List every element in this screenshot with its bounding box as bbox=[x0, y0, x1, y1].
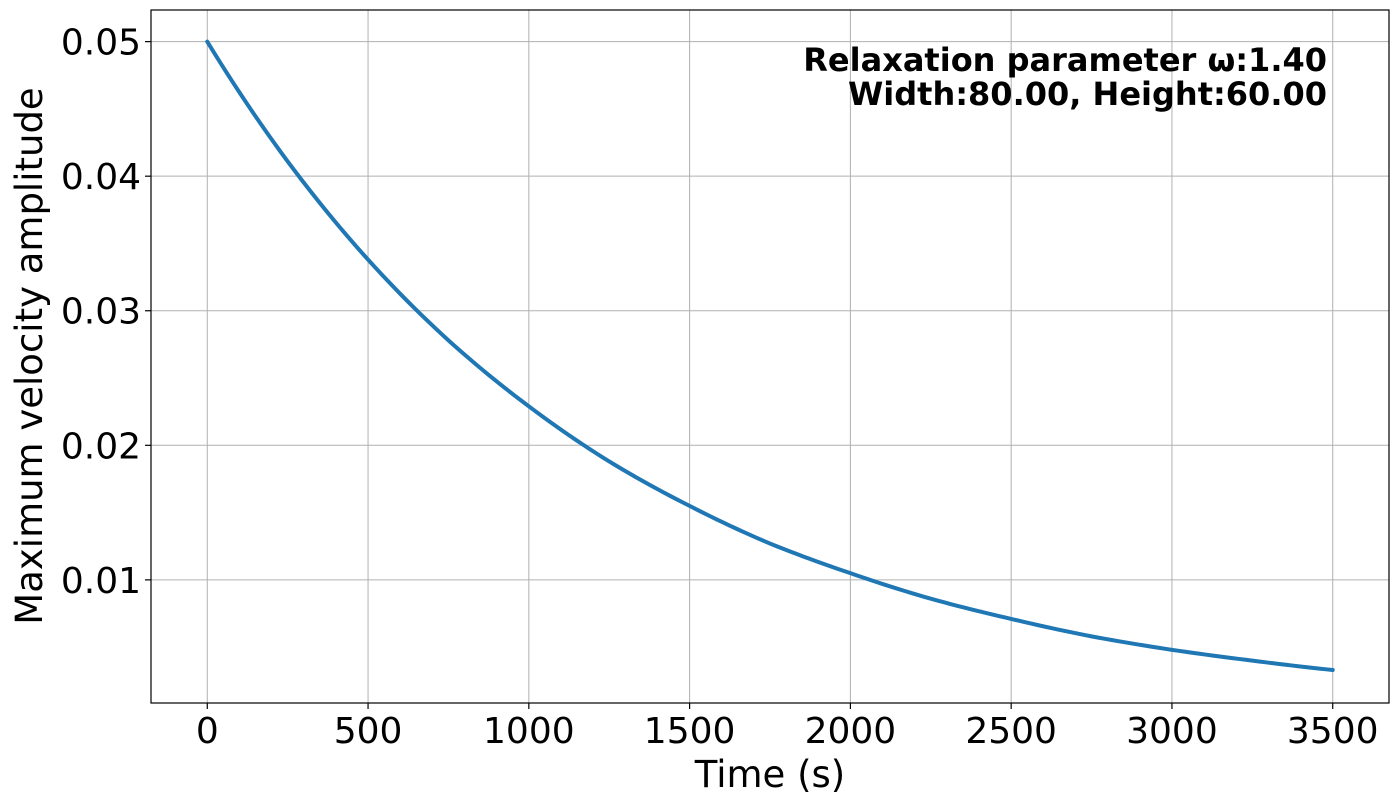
y-axis: 0.01 0.02 0.03 0.04 0.05 bbox=[61, 23, 151, 602]
y-tick-label: 0.03 bbox=[61, 292, 141, 333]
grid bbox=[151, 10, 1389, 703]
y-tick-label: 0.02 bbox=[61, 426, 141, 467]
x-tick-label: 1000 bbox=[483, 711, 575, 752]
x-axis-label: Time (s) bbox=[694, 753, 845, 796]
x-tick-label: 3000 bbox=[1126, 711, 1218, 752]
y-tick-label: 0.04 bbox=[61, 157, 141, 198]
plot-frame bbox=[150, 9, 1390, 704]
x-tick-label: 1500 bbox=[644, 711, 736, 752]
x-tick-label: 2000 bbox=[805, 711, 897, 752]
annotation-line-1: Relaxation parameter ω:1.40 bbox=[803, 41, 1327, 79]
series-line bbox=[205, 39, 1335, 673]
x-tick-label: 500 bbox=[334, 711, 403, 752]
annotation-line-2: Width:80.00, Height:60.00 bbox=[848, 75, 1327, 113]
y-axis-label: Maximum velocity amplitude bbox=[8, 87, 51, 624]
x-tick-label: 0 bbox=[196, 711, 219, 752]
x-axis: 0 500 1000 1500 2000 2500 3000 3500 bbox=[196, 703, 1379, 752]
y-tick-label: 0.05 bbox=[61, 23, 141, 64]
series-layer bbox=[205, 39, 1335, 673]
y-tick-label: 0.01 bbox=[61, 561, 141, 602]
x-tick-label: 3500 bbox=[1287, 711, 1379, 752]
x-tick-label: 2500 bbox=[965, 711, 1057, 752]
